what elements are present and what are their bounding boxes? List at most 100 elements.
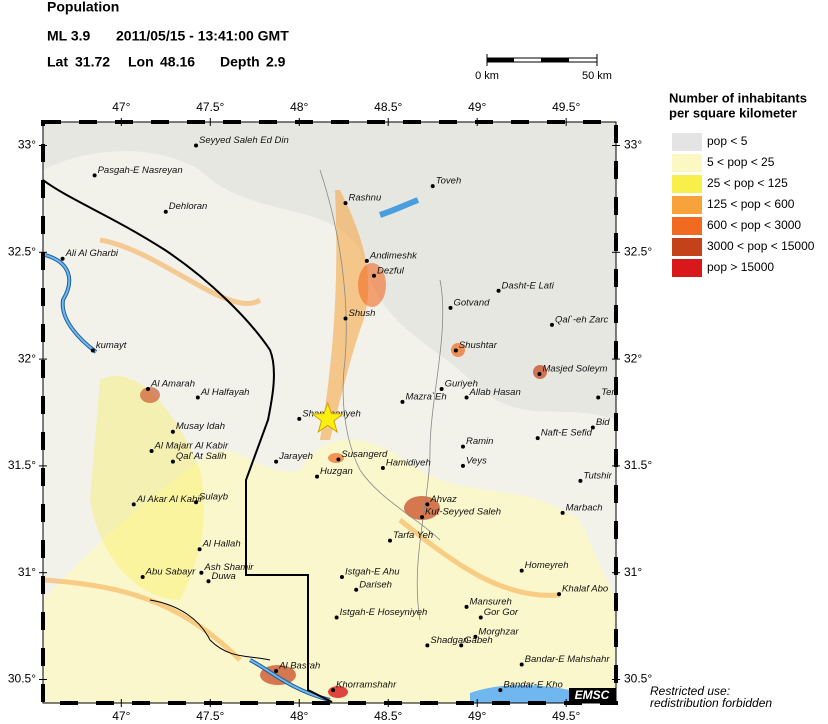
legend-label: 600 < pop < 3000 bbox=[707, 218, 801, 232]
city-dot bbox=[439, 387, 444, 392]
city-dot bbox=[331, 688, 336, 693]
city-dot bbox=[420, 515, 425, 520]
city-label: Dehloran bbox=[169, 201, 208, 212]
city-dot bbox=[343, 201, 348, 206]
scale-start: 0 km bbox=[475, 70, 499, 82]
city-label: Gabeh bbox=[464, 635, 493, 646]
city-dot bbox=[149, 448, 154, 453]
city-label: Al Akar Al Kabir bbox=[136, 494, 204, 505]
watermark: EMSC bbox=[575, 688, 610, 702]
legend-label: pop > 15000 bbox=[707, 260, 774, 274]
y-tick-label: 31° bbox=[624, 565, 642, 579]
city-label: Hamidiyeh bbox=[386, 458, 431, 469]
x-tick-label: 48.5° bbox=[374, 709, 402, 723]
city-dot bbox=[473, 634, 478, 639]
city-label: Mansureh bbox=[470, 596, 512, 607]
legend-swatch bbox=[672, 196, 702, 214]
city-dot bbox=[464, 395, 469, 400]
city-dot bbox=[194, 143, 199, 148]
depth-value: 2.9 bbox=[266, 54, 286, 70]
y-tick-label: 31° bbox=[18, 565, 36, 579]
city-label: Istgah-E Hoseyniyeh bbox=[340, 607, 428, 618]
x-tick-label: 49° bbox=[468, 709, 486, 723]
legend-swatch bbox=[672, 133, 702, 151]
city-label: Tarfa Yeh bbox=[393, 530, 433, 541]
city-label: Guriyeh bbox=[445, 379, 478, 390]
city-label: Al Amarah bbox=[150, 379, 195, 390]
city-label: Ali Al Gharbi bbox=[65, 248, 119, 259]
city-label: Marbach bbox=[566, 502, 603, 513]
legend-label: 3000 < pop < 15000 bbox=[707, 239, 815, 253]
scale-bar: 0 km 50 km bbox=[475, 54, 612, 82]
city-dot bbox=[60, 256, 65, 261]
city-label: Susangerd bbox=[341, 449, 388, 460]
city-label: Dariseh bbox=[359, 579, 392, 590]
city-label: Khorramshahr bbox=[336, 680, 397, 691]
city-label: Tutshir bbox=[583, 470, 612, 481]
city-dot bbox=[596, 395, 601, 400]
city-dot bbox=[448, 305, 453, 310]
city-label: Andimeshk bbox=[369, 250, 418, 261]
title: Population bbox=[47, 0, 119, 15]
depth-label: Depth bbox=[220, 54, 260, 70]
city-label: Shushtar bbox=[459, 340, 498, 351]
city-dot bbox=[92, 173, 97, 178]
city-dot bbox=[274, 459, 279, 464]
city-label: Al Majarr Al Kabir bbox=[154, 440, 229, 451]
city-label: Shadgan bbox=[430, 635, 468, 646]
city-dot bbox=[537, 372, 542, 377]
legend-title: Number of inhabitants bbox=[669, 90, 807, 105]
city-dot bbox=[578, 478, 583, 483]
lat-label: Lat bbox=[47, 54, 68, 70]
city-dot bbox=[590, 425, 595, 430]
city-dot bbox=[163, 209, 168, 214]
city-label: Ash Shamir bbox=[203, 562, 254, 573]
x-tick-label: 47.5° bbox=[196, 709, 224, 723]
notice-line: redistribution forbidden bbox=[650, 696, 772, 710]
scale-end: 50 km bbox=[582, 70, 612, 82]
x-tick-label: 48.5° bbox=[374, 100, 402, 114]
city-dot bbox=[464, 604, 469, 609]
x-tick-label: 49.5° bbox=[552, 100, 580, 114]
city-dot bbox=[206, 579, 211, 584]
x-tick-label: 48° bbox=[290, 709, 308, 723]
lat-value: 31.72 bbox=[75, 54, 110, 70]
city-dot bbox=[430, 184, 435, 189]
city-label: Homeyreh bbox=[525, 560, 569, 571]
city-dot bbox=[274, 668, 279, 673]
notice-line: Restricted use: bbox=[650, 684, 730, 698]
city-dot bbox=[336, 457, 341, 462]
city-label: Gor Gor bbox=[484, 607, 519, 618]
x-tick-label: 48° bbox=[290, 100, 308, 114]
city-label: Pasgah-E Nasreyan bbox=[98, 165, 183, 176]
lon-value: 48.16 bbox=[160, 54, 195, 70]
legend-swatch bbox=[672, 217, 702, 235]
legend-title: per square kilometer bbox=[669, 105, 797, 120]
city-label: Istgah-E Ahu bbox=[345, 566, 400, 577]
y-tick-label: 32.5° bbox=[624, 244, 652, 258]
city-dot bbox=[334, 615, 339, 620]
city-dot bbox=[315, 474, 320, 479]
legend-swatch bbox=[672, 238, 702, 256]
legend-label: pop < 5 bbox=[707, 134, 748, 148]
y-tick-label: 32° bbox=[624, 351, 642, 365]
city-dot bbox=[145, 387, 150, 392]
city-label: Naft-E Sefid bbox=[541, 428, 593, 439]
legend-label: 25 < pop < 125 bbox=[707, 176, 788, 190]
city-dot bbox=[498, 688, 503, 693]
city-label: Sulayb bbox=[199, 492, 228, 503]
city-label: Toveh bbox=[436, 176, 462, 187]
city-dot bbox=[519, 662, 524, 667]
city-dot bbox=[131, 502, 136, 507]
map-marks: 47° 47° 47.5° 47.5° 48° 48° 48.5° 48.5° 49° 49° 49… bbox=[8, 100, 653, 723]
city-label: Gotvand bbox=[454, 297, 491, 308]
city-label: Duwa bbox=[211, 571, 235, 582]
city-label: Rashnu bbox=[349, 193, 382, 204]
city-dot bbox=[560, 510, 565, 515]
x-tick-label: 49° bbox=[468, 100, 486, 114]
city-dot bbox=[195, 395, 200, 400]
y-tick-label: 30.5° bbox=[624, 672, 652, 686]
y-tick-label: 31.5° bbox=[8, 458, 36, 472]
city-dot bbox=[519, 568, 524, 573]
city-label: Khalaf Abo bbox=[562, 584, 608, 595]
